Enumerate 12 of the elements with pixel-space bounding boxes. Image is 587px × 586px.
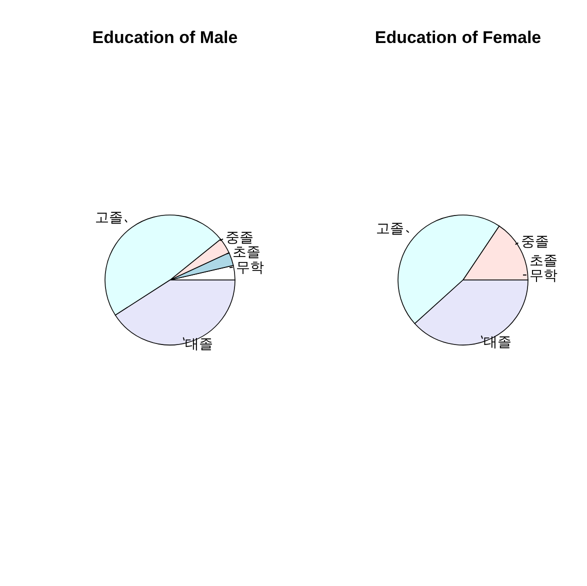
slice-label: 대졸	[185, 336, 214, 352]
slice-label: 고졸	[376, 221, 404, 238]
slice-label: 대졸	[484, 334, 512, 351]
chart-title: Education of Male	[91, 28, 239, 48]
slice-label: 무학	[236, 260, 264, 276]
category-label: 초졸	[530, 252, 558, 269]
chart-title: Education of Female	[374, 28, 542, 48]
slice-label: 중졸	[226, 230, 254, 246]
slice-label: 고졸	[95, 210, 124, 226]
slice-label: 초졸	[232, 244, 261, 261]
legend-label: 무학	[530, 268, 558, 284]
slice-label: 중졸	[521, 234, 550, 250]
